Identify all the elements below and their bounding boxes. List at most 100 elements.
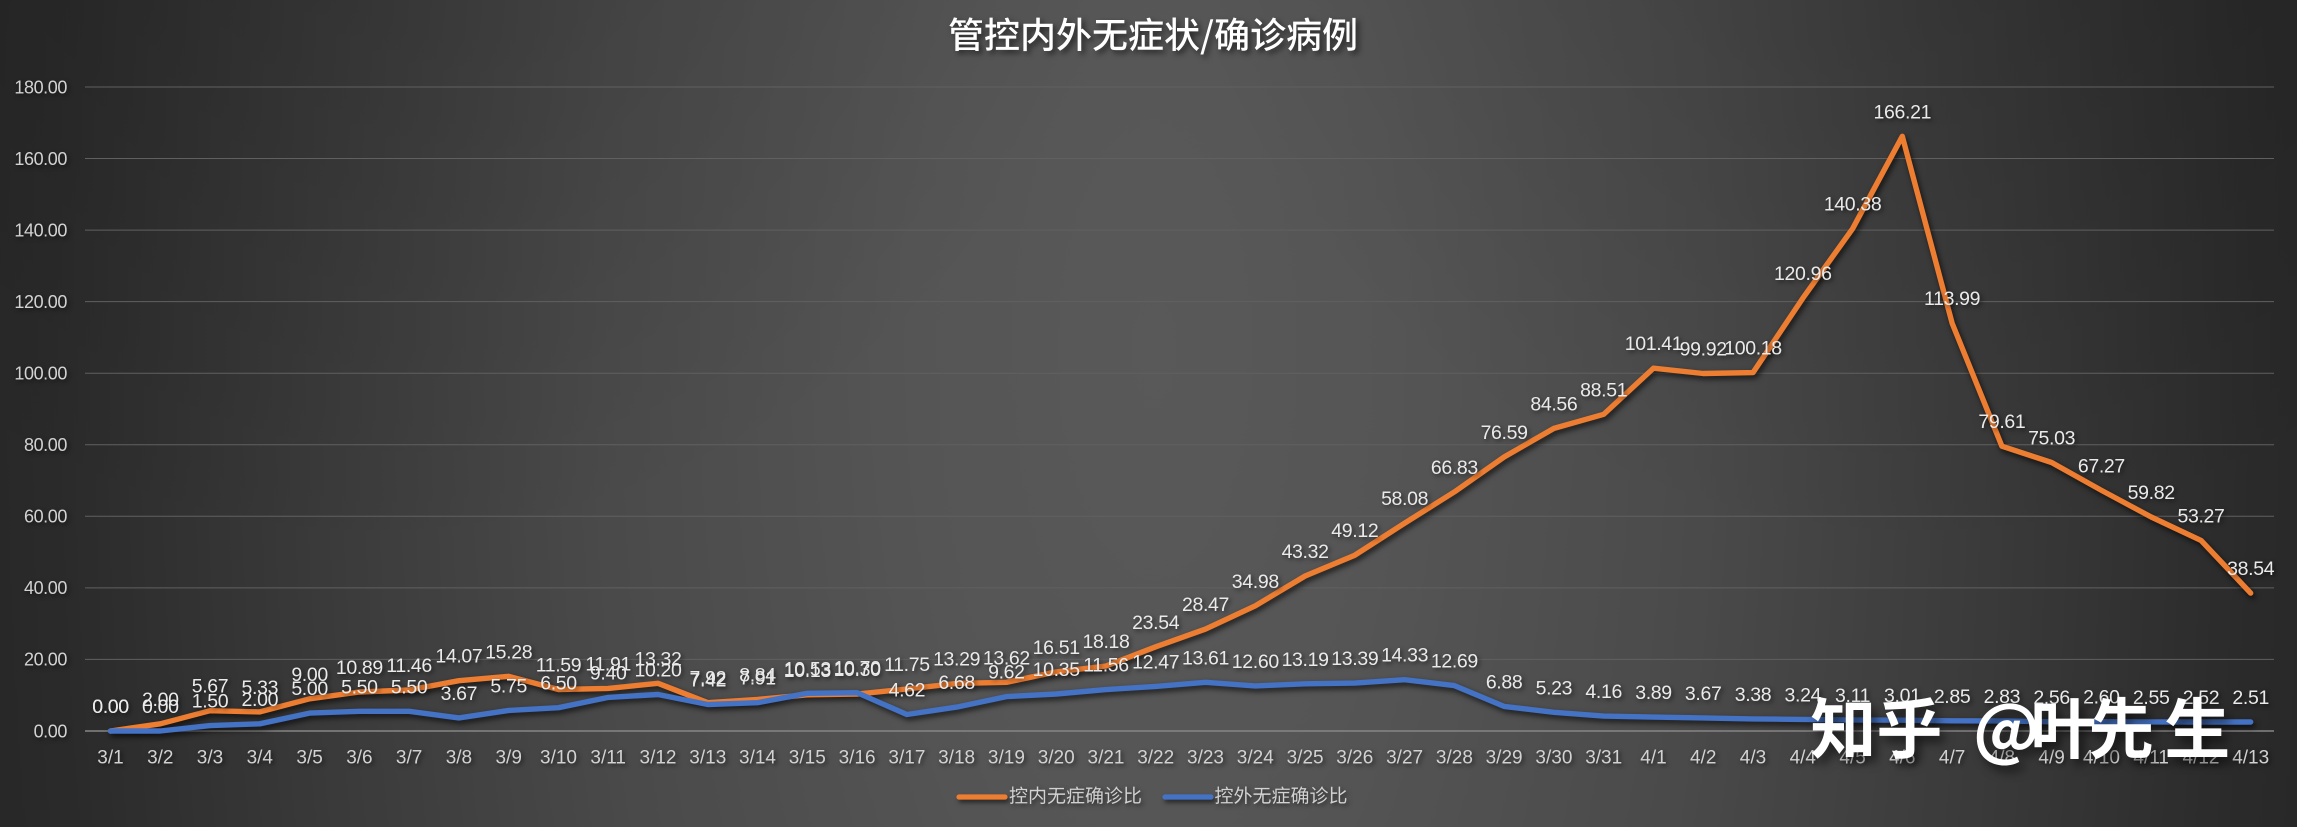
- svg-text:0.00: 0.00: [92, 696, 129, 718]
- svg-text:3/7: 3/7: [396, 748, 422, 769]
- svg-text:101.41: 101.41: [1625, 333, 1683, 355]
- svg-text:58.08: 58.08: [1381, 488, 1428, 510]
- svg-text:140.00: 140.00: [14, 220, 67, 240]
- svg-text:166.21: 166.21: [1874, 101, 1932, 123]
- svg-text:10.30: 10.30: [834, 659, 882, 681]
- svg-text:84.56: 84.56: [1530, 393, 1577, 415]
- svg-text:4.16: 4.16: [1585, 681, 1622, 703]
- svg-text:3/11: 3/11: [590, 748, 626, 769]
- svg-text:7.91: 7.91: [739, 668, 776, 690]
- svg-text:5.33: 5.33: [242, 677, 279, 699]
- svg-text:3/30: 3/30: [1535, 748, 1572, 769]
- svg-text:3.24: 3.24: [1785, 684, 1822, 706]
- svg-text:7.92: 7.92: [690, 668, 727, 690]
- svg-text:3/29: 3/29: [1486, 748, 1523, 769]
- svg-text:60.00: 60.00: [24, 507, 67, 527]
- svg-text:3/28: 3/28: [1436, 748, 1473, 769]
- svg-text:13.19: 13.19: [1282, 649, 1329, 671]
- svg-text:10.70: 10.70: [834, 658, 882, 680]
- svg-text:10.20: 10.20: [634, 660, 682, 682]
- svg-text:11.59: 11.59: [536, 655, 582, 677]
- svg-text:79.61: 79.61: [1978, 411, 2025, 433]
- svg-text:2.55: 2.55: [2133, 687, 2170, 709]
- svg-text:12.60: 12.60: [1232, 651, 1280, 673]
- svg-text:5.00: 5.00: [291, 678, 328, 700]
- svg-text:100.18: 100.18: [1724, 338, 1782, 360]
- svg-text:4/13: 4/13: [2232, 748, 2269, 769]
- svg-text:113.99: 113.99: [1924, 288, 1980, 310]
- svg-text:3/1: 3/1: [97, 748, 123, 769]
- svg-text:16.51: 16.51: [1033, 637, 1080, 659]
- svg-text:40.00: 40.00: [24, 578, 67, 598]
- svg-text:140.38: 140.38: [1824, 194, 1882, 216]
- svg-text:3/5: 3/5: [296, 748, 322, 769]
- svg-text:3.67: 3.67: [441, 683, 478, 705]
- svg-text:3/8: 3/8: [446, 748, 472, 769]
- svg-text:120.96: 120.96: [1774, 263, 1832, 285]
- svg-text:3/27: 3/27: [1386, 748, 1423, 769]
- svg-text:4/3: 4/3: [1740, 748, 1766, 769]
- svg-text:5.50: 5.50: [341, 676, 378, 698]
- svg-text:10.13: 10.13: [784, 660, 831, 682]
- svg-text:99.92: 99.92: [1680, 339, 1727, 361]
- svg-text:12.69: 12.69: [1431, 651, 1478, 673]
- svg-text:160.00: 160.00: [14, 149, 67, 169]
- svg-text:3/24: 3/24: [1237, 748, 1274, 769]
- svg-text:28.47: 28.47: [1182, 594, 1229, 616]
- svg-text:3/25: 3/25: [1287, 748, 1324, 769]
- svg-text:3/21: 3/21: [1088, 748, 1125, 769]
- svg-text:7.42: 7.42: [690, 670, 727, 692]
- svg-text:13.39: 13.39: [1331, 648, 1378, 670]
- svg-text:3/9: 3/9: [495, 748, 521, 769]
- svg-text:2.00: 2.00: [242, 689, 279, 711]
- svg-text:14.33: 14.33: [1381, 645, 1428, 667]
- svg-text:3/16: 3/16: [839, 748, 876, 769]
- svg-text:3/12: 3/12: [640, 748, 677, 769]
- svg-text:3/3: 3/3: [197, 748, 223, 769]
- svg-text:13.32: 13.32: [634, 648, 681, 670]
- svg-text:2.85: 2.85: [1934, 686, 1971, 708]
- svg-text:3/15: 3/15: [789, 748, 826, 769]
- svg-text:14.07: 14.07: [435, 646, 482, 668]
- svg-text:3.67: 3.67: [1685, 683, 1722, 705]
- svg-text:18.18: 18.18: [1082, 631, 1129, 653]
- svg-text:23.54: 23.54: [1132, 612, 1180, 634]
- svg-text:6.68: 6.68: [938, 672, 975, 694]
- svg-text:11.56: 11.56: [1083, 655, 1129, 677]
- svg-text:4/7: 4/7: [1939, 748, 1965, 769]
- svg-text:53.27: 53.27: [2177, 505, 2224, 527]
- svg-text:6.50: 6.50: [540, 673, 577, 695]
- svg-text:4/4: 4/4: [1790, 748, 1817, 769]
- svg-text:59.82: 59.82: [2128, 482, 2175, 504]
- svg-text:4/2: 4/2: [1690, 748, 1716, 769]
- svg-text:4.62: 4.62: [889, 680, 926, 702]
- svg-text:20.00: 20.00: [24, 650, 67, 670]
- svg-text:3.38: 3.38: [1735, 684, 1772, 706]
- svg-text:9.40: 9.40: [590, 662, 627, 684]
- svg-text:0.00: 0.00: [92, 696, 129, 718]
- svg-text:1.50: 1.50: [192, 691, 229, 713]
- svg-text:43.32: 43.32: [1282, 541, 1329, 563]
- svg-text:67.27: 67.27: [2078, 455, 2125, 477]
- svg-text:6.88: 6.88: [1486, 671, 1523, 693]
- svg-text:0.00: 0.00: [142, 696, 179, 718]
- svg-text:100.00: 100.00: [14, 364, 67, 384]
- svg-text:13.61: 13.61: [1182, 647, 1229, 669]
- svg-text:3/20: 3/20: [1038, 748, 1075, 769]
- svg-text:10.35: 10.35: [1033, 659, 1081, 681]
- svg-text:3/22: 3/22: [1137, 748, 1174, 769]
- svg-text:11.75: 11.75: [884, 654, 930, 676]
- svg-text:3/14: 3/14: [739, 748, 776, 769]
- svg-text:12.47: 12.47: [1132, 651, 1179, 673]
- svg-text:180.00: 180.00: [14, 77, 67, 97]
- svg-text:3/17: 3/17: [888, 748, 925, 769]
- svg-text:3.89: 3.89: [1635, 682, 1672, 704]
- svg-text:3/18: 3/18: [938, 748, 975, 769]
- svg-text:49.12: 49.12: [1331, 520, 1378, 542]
- svg-text:15.28: 15.28: [485, 641, 532, 663]
- svg-text:5.75: 5.75: [490, 675, 527, 697]
- svg-text:3/31: 3/31: [1585, 748, 1622, 769]
- svg-text:2.00: 2.00: [142, 689, 179, 711]
- svg-text:4/1: 4/1: [1640, 748, 1666, 769]
- svg-text:10.89: 10.89: [336, 657, 383, 679]
